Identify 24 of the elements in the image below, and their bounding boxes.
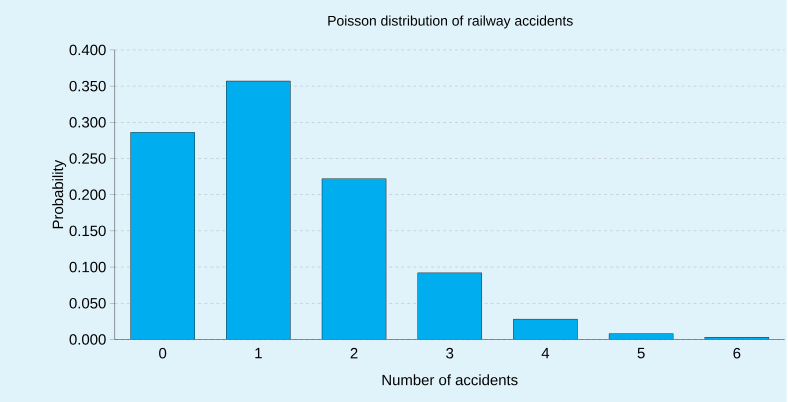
bar xyxy=(226,80,290,340)
bar xyxy=(418,272,482,340)
bar xyxy=(322,178,386,340)
x-axis-title: Number of accidents xyxy=(382,374,518,386)
y-tick-label: 0.050 xyxy=(70,298,106,308)
bar xyxy=(513,319,578,340)
x-tick-label: 6 xyxy=(733,348,740,358)
x-tick-label: 0 xyxy=(159,348,166,358)
y-tick-label: 0.350 xyxy=(70,80,106,92)
x-tick-label: 1 xyxy=(255,348,262,358)
y-tick-label: 0.400 xyxy=(70,44,106,56)
x-tick-label: 5 xyxy=(638,348,645,358)
y-tick-label: 0.150 xyxy=(70,225,106,236)
y-tick-label: 0.000 xyxy=(70,334,106,345)
y-tick-label: 0.300 xyxy=(70,116,106,128)
y-tick-label: 0.100 xyxy=(70,262,106,272)
chart-title: Poisson distribution of railway accidents xyxy=(328,15,573,28)
y-tick-label: 0.200 xyxy=(70,189,106,200)
y-axis-title: Probability xyxy=(52,160,66,228)
x-tick-label: 3 xyxy=(446,348,454,358)
x-tick-label: 2 xyxy=(350,348,358,358)
y-tick-label: 0.250 xyxy=(70,153,106,164)
bar xyxy=(130,132,195,340)
x-tick-label: 4 xyxy=(542,348,550,358)
